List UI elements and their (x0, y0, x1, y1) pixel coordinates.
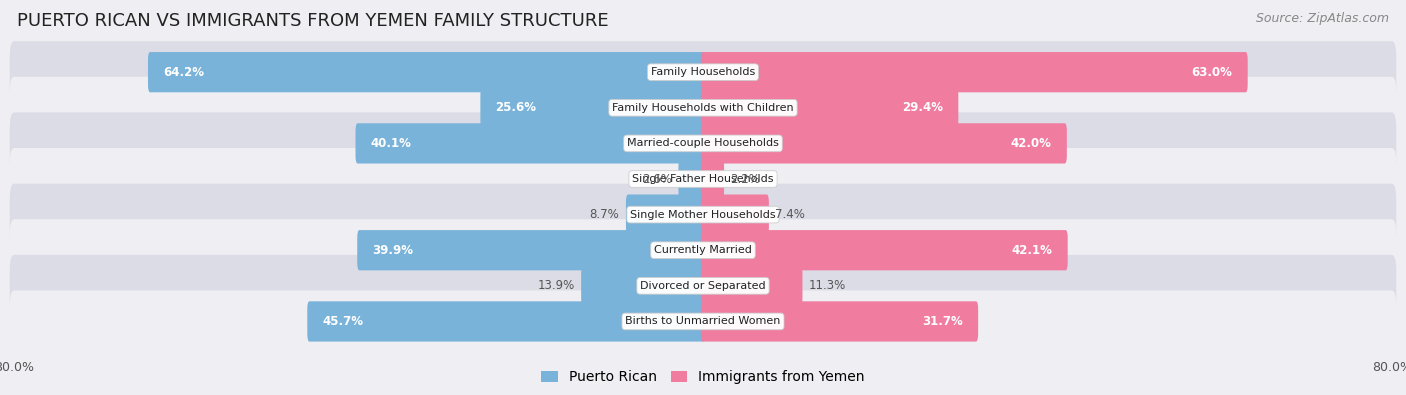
FancyBboxPatch shape (10, 255, 1396, 317)
FancyBboxPatch shape (700, 266, 803, 306)
Text: Divorced or Separated: Divorced or Separated (640, 281, 766, 291)
Text: 40.1%: 40.1% (371, 137, 412, 150)
FancyBboxPatch shape (679, 159, 706, 199)
Text: 7.4%: 7.4% (775, 208, 806, 221)
Text: Family Households: Family Households (651, 67, 755, 77)
Text: Family Households with Children: Family Households with Children (612, 103, 794, 113)
Text: 13.9%: 13.9% (537, 279, 575, 292)
FancyBboxPatch shape (700, 52, 1247, 92)
FancyBboxPatch shape (10, 113, 1396, 174)
Text: 2.6%: 2.6% (643, 173, 672, 186)
FancyBboxPatch shape (148, 52, 706, 92)
FancyBboxPatch shape (700, 230, 1067, 270)
FancyBboxPatch shape (700, 159, 724, 199)
Text: 11.3%: 11.3% (808, 279, 846, 292)
Text: 45.7%: 45.7% (322, 315, 363, 328)
FancyBboxPatch shape (700, 194, 769, 235)
FancyBboxPatch shape (10, 41, 1396, 103)
FancyBboxPatch shape (10, 290, 1396, 352)
Text: 8.7%: 8.7% (589, 208, 620, 221)
Text: 2.2%: 2.2% (731, 173, 761, 186)
Text: 25.6%: 25.6% (495, 101, 537, 114)
Text: Births to Unmarried Women: Births to Unmarried Women (626, 316, 780, 326)
Text: Single Mother Households: Single Mother Households (630, 210, 776, 220)
Text: Source: ZipAtlas.com: Source: ZipAtlas.com (1256, 12, 1389, 25)
Text: Single Father Households: Single Father Households (633, 174, 773, 184)
Text: 29.4%: 29.4% (903, 101, 943, 114)
Legend: Puerto Rican, Immigrants from Yemen: Puerto Rican, Immigrants from Yemen (537, 366, 869, 389)
Text: Currently Married: Currently Married (654, 245, 752, 255)
FancyBboxPatch shape (10, 219, 1396, 281)
Text: 63.0%: 63.0% (1192, 66, 1233, 79)
Text: PUERTO RICAN VS IMMIGRANTS FROM YEMEN FAMILY STRUCTURE: PUERTO RICAN VS IMMIGRANTS FROM YEMEN FA… (17, 12, 609, 30)
FancyBboxPatch shape (581, 266, 706, 306)
FancyBboxPatch shape (700, 301, 979, 342)
FancyBboxPatch shape (626, 194, 706, 235)
FancyBboxPatch shape (10, 184, 1396, 246)
FancyBboxPatch shape (481, 88, 706, 128)
FancyBboxPatch shape (357, 230, 706, 270)
FancyBboxPatch shape (10, 77, 1396, 139)
FancyBboxPatch shape (356, 123, 706, 164)
Text: 42.1%: 42.1% (1012, 244, 1053, 257)
FancyBboxPatch shape (700, 88, 959, 128)
Text: 42.0%: 42.0% (1011, 137, 1052, 150)
Text: 64.2%: 64.2% (163, 66, 204, 79)
FancyBboxPatch shape (10, 148, 1396, 210)
FancyBboxPatch shape (308, 301, 706, 342)
Text: 39.9%: 39.9% (373, 244, 413, 257)
Text: Married-couple Households: Married-couple Households (627, 138, 779, 149)
FancyBboxPatch shape (700, 123, 1067, 164)
Text: 31.7%: 31.7% (922, 315, 963, 328)
